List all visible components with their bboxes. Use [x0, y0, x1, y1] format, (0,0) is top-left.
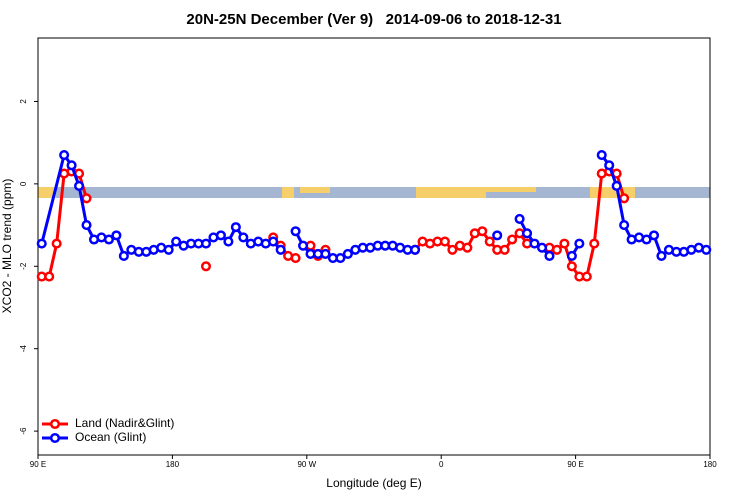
point [589, 238, 600, 249]
point [462, 242, 473, 253]
point [103, 234, 114, 245]
point [641, 234, 652, 245]
point [648, 230, 660, 241]
land-patch [38, 187, 56, 198]
point [66, 160, 77, 171]
x-tick-label: 0 [439, 460, 444, 469]
point [320, 248, 331, 259]
point [298, 240, 309, 251]
point [656, 250, 667, 262]
point [59, 149, 70, 161]
point [492, 230, 503, 241]
point [507, 234, 518, 245]
x-axis-title: Longitude (deg E) [326, 476, 421, 490]
point [566, 250, 577, 262]
legend-label: Land (Nadir&Glint) [75, 416, 174, 430]
point [230, 222, 241, 233]
point [566, 261, 577, 272]
point [559, 238, 570, 249]
point [111, 230, 122, 241]
chart-title: 20N-25N December (Ver 9) 2014-09-06 to 2… [186, 11, 561, 28]
point [611, 180, 622, 191]
point [74, 180, 85, 191]
y-axis-title: XCO2 - MLO trend (ppm) [0, 179, 14, 314]
point [596, 149, 607, 161]
land-patch [300, 187, 330, 193]
point [619, 193, 630, 204]
legend-label: Ocean (Glint) [75, 430, 146, 444]
legend-marker [49, 418, 61, 430]
point [215, 230, 226, 241]
point [163, 244, 174, 255]
point [290, 252, 301, 264]
x-tick-label: 90 E [30, 460, 46, 469]
point [268, 236, 279, 247]
land-patch [590, 187, 635, 198]
x-tick-label: 90 E [567, 460, 583, 469]
x-tick-label: 90 W [297, 460, 316, 469]
point [44, 271, 55, 282]
point [574, 238, 585, 249]
point [701, 244, 712, 255]
y-tick-label: -4 [19, 345, 28, 353]
point [544, 250, 555, 262]
legend-marker [49, 432, 61, 444]
point [619, 220, 630, 231]
point [499, 244, 510, 255]
point [81, 193, 92, 204]
point [522, 228, 533, 239]
point [275, 244, 286, 255]
y-tick-label: 0 [19, 181, 28, 186]
point [410, 244, 421, 255]
point [581, 271, 592, 282]
land-patch [486, 187, 536, 192]
point [484, 236, 495, 247]
point [529, 238, 540, 249]
point [238, 232, 249, 243]
point [604, 160, 615, 171]
y-tick-label: 2 [19, 99, 28, 104]
point [200, 261, 212, 272]
point [51, 238, 62, 249]
point [81, 220, 92, 231]
x-tick-label: 180 [703, 460, 717, 469]
point [439, 236, 450, 247]
point [342, 248, 353, 259]
point [290, 226, 301, 237]
point [514, 213, 525, 224]
point [200, 238, 212, 249]
point [447, 244, 458, 255]
point [171, 236, 182, 247]
point [118, 250, 129, 262]
x-tick-label: 180 [166, 460, 180, 469]
land-patch [282, 187, 294, 198]
point [335, 252, 346, 264]
land-patch [416, 187, 486, 198]
point [551, 244, 562, 255]
y-tick-label: -6 [19, 427, 28, 435]
point [36, 238, 47, 249]
point [223, 236, 234, 247]
land-sea-band [38, 187, 710, 198]
ocean-band [38, 187, 710, 198]
y-tick-label: -2 [19, 262, 28, 270]
point [536, 242, 548, 253]
point [477, 226, 488, 237]
